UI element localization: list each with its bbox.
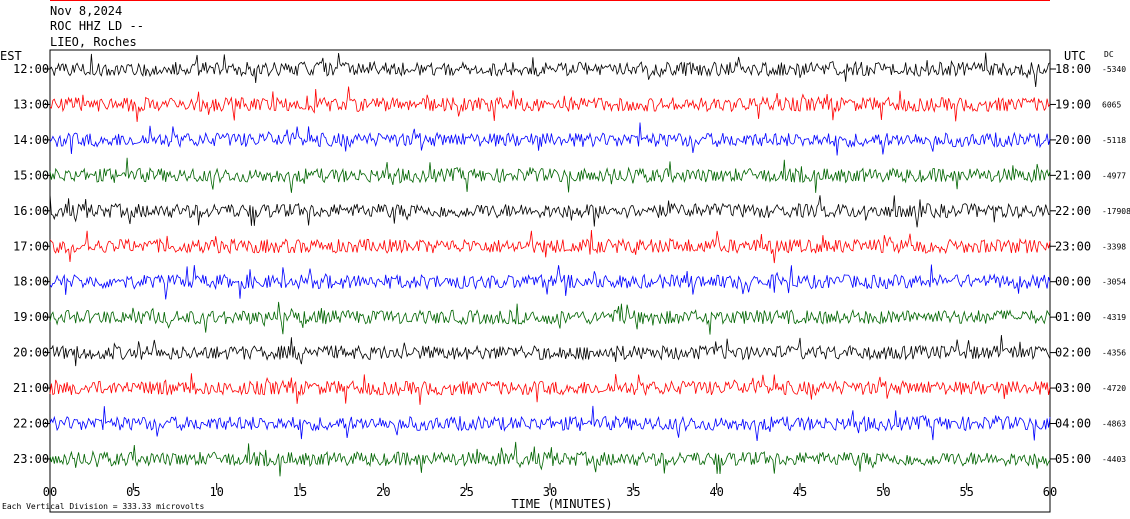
- x-axis-ticks: 00 05 10 15 20 25 30 35 40 45 50 55 60: [43, 483, 1057, 499]
- est-hour-label: 17:00: [13, 239, 49, 253]
- trace-row: [49, 229, 1051, 264]
- x-axis-label: TIME (MINUTES): [511, 497, 612, 511]
- x-tick-label: 20: [376, 485, 390, 499]
- utc-hour-label: 22:00: [1055, 204, 1091, 218]
- chart-date: Nov 8,2024: [50, 4, 122, 18]
- est-hour-label: 16:00: [13, 204, 49, 218]
- est-hour-label: 12:00: [13, 62, 49, 76]
- utc-hour-label: 18:00: [1055, 62, 1091, 76]
- est-axis-label: EST: [0, 49, 22, 63]
- dc-offset-label: -3054: [1102, 278, 1126, 287]
- trace-row: [49, 405, 1051, 441]
- x-tick-label: 15: [293, 485, 307, 499]
- utc-hour-label: 03:00: [1055, 381, 1091, 395]
- dc-axis-label: DC: [1104, 50, 1114, 59]
- dc-offset-label: -3398: [1102, 242, 1126, 251]
- trace-row: [49, 373, 1051, 405]
- dc-offset-label: -5340: [1102, 65, 1126, 74]
- utc-hour-label: 02:00: [1055, 346, 1091, 360]
- est-hour-label: 13:00: [13, 97, 49, 111]
- trace-row: [49, 334, 1051, 367]
- est-hour-label: 15:00: [13, 168, 49, 182]
- utc-hour-labels: 18:00 19:00 20:00 21:00 22:00 23:00 00:00 01:00…: [1050, 62, 1091, 466]
- chart-station: LIEO, Roches: [50, 35, 137, 49]
- utc-axis-label: UTC: [1064, 49, 1086, 63]
- trace-row: [49, 193, 1051, 228]
- utc-hour-label: 00:00: [1055, 275, 1091, 289]
- dc-offset-label: 6065: [1102, 100, 1121, 109]
- trace-row: [49, 441, 1051, 477]
- dc-offset-label: -4319: [1102, 313, 1126, 322]
- est-hour-label: 21:00: [13, 381, 49, 395]
- utc-hour-label: 20:00: [1055, 133, 1091, 147]
- utc-hour-label: 04:00: [1055, 417, 1091, 431]
- seismic-traces: [49, 52, 1051, 477]
- dc-offset-label: -4977: [1102, 171, 1126, 180]
- x-tick-label: 45: [793, 485, 807, 499]
- dc-offset-label: -4356: [1102, 349, 1126, 358]
- utc-hour-label: 21:00: [1055, 168, 1091, 182]
- est-hour-label: 23:00: [13, 452, 49, 466]
- x-tick-label: 30: [543, 485, 557, 499]
- x-tick-label: 40: [709, 485, 723, 499]
- dc-offset-label: -5118: [1102, 136, 1126, 145]
- est-hour-label: 18:00: [13, 275, 49, 289]
- dc-offset-label: -4403: [1102, 455, 1126, 464]
- trace-row: [49, 301, 1051, 335]
- dc-offset-labels: -5340 6065 -5118 -4977 -1790867 -3398 -3054 -43…: [1102, 65, 1130, 464]
- x-tick-label: 55: [959, 485, 973, 499]
- utc-hour-label: 19:00: [1055, 97, 1091, 111]
- x-tick-label: 35: [626, 485, 640, 499]
- trace-row: [49, 264, 1051, 300]
- dc-offset-label: -1790867: [1102, 207, 1130, 216]
- trace-row: [49, 52, 1051, 88]
- utc-hour-label: 01:00: [1055, 310, 1091, 324]
- trace-row: [49, 122, 1051, 156]
- est-hour-label: 22:00: [13, 417, 49, 431]
- utc-hour-label: 05:00: [1055, 452, 1091, 466]
- dc-offset-label: -4720: [1102, 384, 1126, 393]
- trace-row: [49, 86, 1051, 122]
- x-tick-label: 00: [43, 485, 57, 499]
- est-hour-label: 19:00: [13, 310, 49, 324]
- chart-channel: ROC HHZ LD --: [50, 19, 144, 33]
- x-tick-label: 25: [459, 485, 473, 499]
- x-tick-label: 50: [876, 485, 890, 499]
- dc-offset-label: -4863: [1102, 420, 1126, 429]
- utc-hour-label: 23:00: [1055, 239, 1091, 253]
- est-hour-label: 14:00: [13, 133, 49, 147]
- x-tick-label: 05: [126, 485, 140, 499]
- est-hour-label: 20:00: [13, 346, 49, 360]
- vertical-scale-note: Each Vertical Division = 333.33 microvol…: [2, 502, 204, 511]
- trace-row: [49, 157, 1051, 193]
- est-hour-labels: 12:00 13:00 14:00 15:00 16:00 17:00 18:00 19:00…: [13, 62, 50, 466]
- x-tick-label: 10: [209, 485, 223, 499]
- x-tick-label: 60: [1043, 485, 1057, 499]
